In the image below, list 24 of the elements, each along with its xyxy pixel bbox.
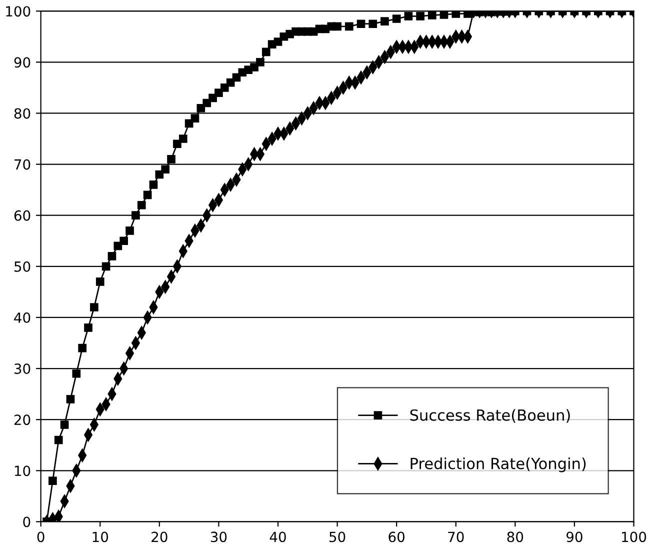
- y-tick-label: 30: [14, 363, 30, 374]
- x-tick-label: 30: [210, 532, 227, 542]
- y-tick-label: 0: [23, 516, 30, 528]
- x-tick-label: 10: [92, 532, 108, 542]
- x-tick-label: 40: [270, 532, 286, 542]
- y-tick-label: 50: [14, 261, 30, 272]
- y-tick-label: 70: [14, 159, 30, 170]
- x-tick-label: 60: [388, 532, 404, 542]
- x-tick-label: 80: [507, 532, 524, 542]
- x-tick-label: 100: [622, 532, 646, 542]
- legend-label: Prediction Rate(Yongin): [410, 457, 586, 472]
- x-tick-label: 90: [566, 532, 582, 542]
- y-tick-label: 40: [14, 312, 30, 323]
- y-tick-label: 10: [14, 466, 30, 476]
- y-tick-label: 100: [6, 6, 30, 17]
- legend-label: Success Rate(Boeun): [410, 409, 570, 423]
- x-tick-label: 20: [152, 532, 168, 542]
- x-tick-label: 0: [37, 532, 44, 542]
- x-tick-label: 50: [330, 532, 346, 542]
- x-tick-label: 70: [448, 532, 464, 542]
- y-tick-label: 60: [14, 210, 30, 221]
- y-tick-label: 20: [14, 414, 30, 426]
- y-tick-label: 80: [14, 108, 30, 119]
- y-tick-label: 90: [14, 57, 30, 68]
